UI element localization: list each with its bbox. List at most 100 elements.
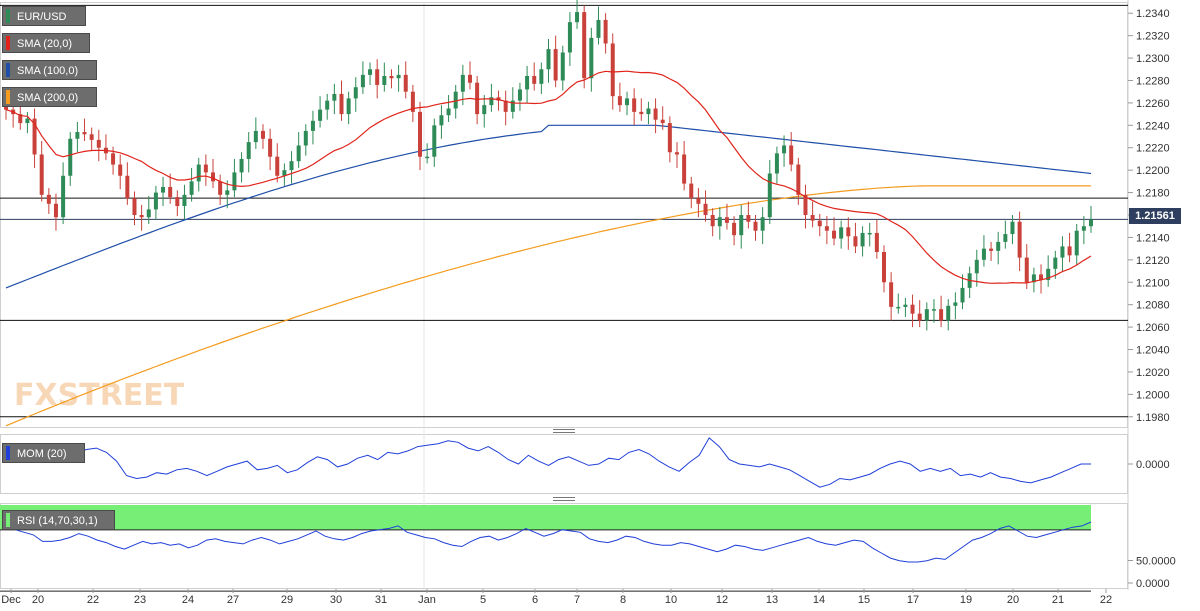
candle-body — [824, 226, 829, 231]
legend-sma20[interactable]: SMA (20,0) — [2, 33, 90, 53]
candle-body — [525, 75, 530, 90]
candle-body — [796, 164, 801, 195]
candle-body — [346, 98, 351, 115]
x-tick-label: 12 — [716, 594, 728, 606]
candle-body — [753, 221, 758, 231]
candle-body — [211, 172, 216, 182]
candle-body — [617, 96, 622, 106]
pane-resize-handle-rsi[interactable] — [553, 496, 575, 502]
candle-body — [625, 98, 630, 106]
x-tick-label: Jan — [418, 594, 436, 606]
legend-rsi-label: RSI (14,70,30,1) — [17, 515, 98, 527]
candle-body — [118, 164, 123, 176]
candle-body — [1053, 257, 1058, 269]
price-tick-label: 1.2300 — [1136, 53, 1170, 65]
legend-eurusd[interactable]: EUR/USD — [2, 6, 86, 26]
legend-mom-swatch — [6, 446, 10, 460]
mom-line — [5, 437, 1091, 488]
price-tick-label: 1.2060 — [1136, 322, 1170, 334]
legend-mom[interactable]: MOM (20) — [2, 443, 85, 463]
candle-body — [881, 251, 886, 283]
x-tick-label: 17 — [907, 594, 919, 606]
price-tick-label: 1.2240 — [1136, 120, 1170, 132]
price-tick-label: 1.2200 — [1136, 165, 1170, 177]
candle-body — [610, 43, 615, 97]
candle-body — [1039, 274, 1044, 281]
candle-body — [61, 175, 66, 218]
candle-body — [1024, 257, 1029, 283]
candle-body — [682, 154, 687, 184]
candle-body — [218, 181, 223, 195]
x-tick-label: 8 — [620, 594, 626, 606]
candle-body — [1074, 230, 1079, 256]
candle-body — [889, 282, 894, 307]
candle-body — [539, 69, 544, 84]
legend-eurusd-label: EUR/USD — [17, 11, 67, 23]
price-tick-label: 1.2340 — [1136, 8, 1170, 20]
legend-sma100[interactable]: SMA (100,0) — [2, 60, 97, 80]
x-tick-label: Dec — [1, 594, 21, 606]
candle-body — [439, 115, 444, 126]
candle-body — [1017, 221, 1022, 258]
candle-body — [82, 132, 87, 135]
candle-body — [467, 74, 472, 83]
candle-body — [703, 203, 708, 215]
candle-body — [382, 75, 387, 85]
candle-body — [375, 69, 380, 85]
x-tick-label: 23 — [134, 594, 146, 606]
price-tick-label: 1.2320 — [1136, 31, 1170, 43]
candle-body — [432, 125, 437, 157]
candle-body — [717, 217, 722, 227]
candle-body — [546, 49, 551, 70]
candle-body — [325, 100, 330, 110]
candle-body — [53, 203, 58, 218]
candle-body — [39, 154, 44, 195]
legend-sma200-swatch — [6, 90, 10, 104]
x-tick-label: 30 — [330, 594, 342, 606]
candle-body — [696, 198, 701, 204]
candle-body — [282, 170, 287, 176]
candle-body — [939, 309, 944, 321]
legend-eurusd-swatch — [6, 9, 10, 23]
candle-body — [946, 305, 951, 321]
x-tick-label: 31 — [375, 594, 387, 606]
candle-body — [839, 227, 844, 239]
candle-body — [446, 108, 451, 116]
candle-body — [410, 91, 415, 112]
candle-body — [153, 192, 158, 210]
candle-body — [75, 132, 80, 139]
candle-body — [896, 306, 901, 309]
candle-body — [575, 12, 580, 23]
candle-body — [832, 230, 837, 239]
candle-body — [517, 89, 522, 101]
candle-body — [953, 302, 958, 306]
candle-body — [368, 69, 373, 75]
candle-body — [339, 93, 344, 115]
candle-body — [396, 74, 401, 79]
x-tick-label: 15 — [858, 594, 870, 606]
candle-body — [532, 75, 537, 84]
sma20-line — [5, 70, 1092, 284]
candle-body — [782, 145, 787, 154]
pane-resize-handle-mom[interactable] — [553, 428, 575, 434]
x-tick-label: 22 — [1100, 594, 1112, 606]
legend-rsi[interactable]: RSI (14,70,30,1) — [2, 510, 115, 530]
price-tick-label: 1.2140 — [1136, 232, 1170, 244]
legend-sma200[interactable]: SMA (200,0) — [2, 87, 97, 107]
candle-body — [846, 227, 851, 237]
x-tick-label: 27 — [227, 594, 239, 606]
candle-body — [596, 19, 601, 38]
candle-body — [332, 93, 337, 101]
candle-body — [139, 215, 144, 218]
candle-body — [760, 217, 765, 231]
x-tick-label: 10 — [665, 594, 677, 606]
x-tick-label: 13 — [766, 594, 778, 606]
candle-body — [503, 100, 508, 112]
candle-body — [981, 248, 986, 260]
price-tick-label: 1.2000 — [1136, 389, 1170, 401]
rsi-tick-label: 0.0000 — [1136, 578, 1170, 590]
candle-body — [660, 119, 665, 124]
candle-body — [111, 153, 116, 165]
legend-rsi-swatch — [6, 513, 10, 527]
